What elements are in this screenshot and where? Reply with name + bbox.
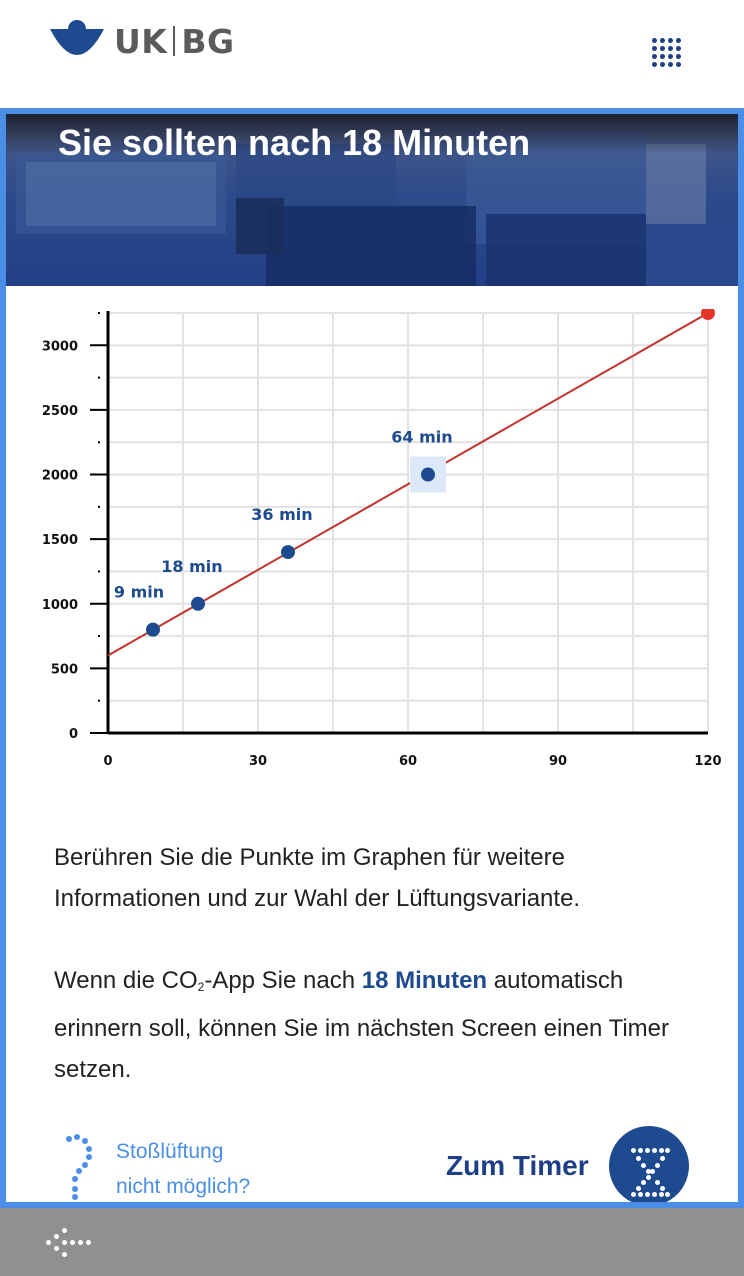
logo-text: UK BG: [114, 21, 235, 61]
chart-ticks: 0 500 1000 1500 2000 2500 3000 0 30 60 90 120: [42, 312, 722, 769]
chart-axes: [106, 311, 708, 735]
timer-button-label: Zum Timer: [446, 1150, 589, 1181]
chart-grid: [108, 312, 709, 733]
data-point[interactable]: [146, 622, 160, 637]
data-point[interactable]: [191, 596, 205, 611]
content-panel: Sie sollten nach 18 Minuten 0 500 1000 1500…: [6, 114, 738, 1202]
x-tick-label: 0: [103, 754, 112, 769]
hero-banner: Sie sollten nach 18 Minuten: [6, 114, 738, 286]
bottom-bar: [0, 1208, 744, 1276]
y-tick-label: 1500: [42, 533, 78, 548]
data-point[interactable]: [421, 467, 435, 482]
y-tick-label: 2500: [42, 404, 78, 419]
zum-timer-button[interactable]: Zum Timer: [446, 1126, 689, 1202]
back-arrow-icon[interactable]: [46, 1228, 92, 1258]
data-point-label: 18 min: [161, 557, 222, 576]
data-point-label: 9 min: [114, 583, 164, 602]
y-tick-label: 2000: [42, 469, 78, 484]
chart-points[interactable]: 9 min 18 min 36 min 64 min: [114, 309, 715, 637]
x-tick-label: 30: [249, 754, 267, 769]
co2-chart: 0 500 1000 1500 2000 2500 3000 0 30 60 90 120 9 min…: [42, 309, 722, 769]
grid-dots-icon[interactable]: [652, 38, 684, 70]
top-bar: UK BG: [0, 0, 744, 108]
hourglass-icon: [608, 1126, 689, 1202]
x-tick-label: 60: [399, 754, 417, 769]
y-tick-label: 3000: [42, 339, 78, 354]
hero-shade: [6, 114, 738, 154]
data-point-label: 36 min: [251, 505, 312, 524]
instruction-text: Berühren Sie die Punkte im Graphen für w…: [54, 844, 581, 912]
content-frame: Sie sollten nach 18 Minuten 0 500 1000 1500…: [0, 108, 744, 1208]
page-title: Sie sollten nach 18 Minuten: [58, 122, 531, 163]
end-point: [701, 309, 715, 320]
help-text: Stoßlüftung nicht möglich?: [116, 1140, 251, 1198]
chart-series: [107, 312, 709, 657]
y-tick-label: 500: [51, 662, 78, 677]
timer-info-text: Wenn die CO2-App Sie nach 18 Minuten aut…: [54, 967, 669, 1083]
uk-bg-logo: UK BG: [48, 18, 235, 64]
ventilation-help-link[interactable]: Stoßlüftung nicht möglich?: [52, 1134, 250, 1202]
minutes-highlight: 18 Minuten: [361, 967, 488, 994]
y-tick-label: 0: [69, 727, 78, 742]
x-tick-label: 120: [694, 754, 721, 769]
question-mark-icon: [52, 1134, 92, 1200]
y-tick-label: 1000: [42, 598, 78, 613]
data-point-label: 64 min: [391, 428, 452, 447]
logo-mark-icon: [50, 20, 104, 55]
x-tick-label: 90: [549, 754, 567, 769]
co2-trend-line: [107, 312, 709, 657]
data-point[interactable]: [281, 545, 295, 560]
